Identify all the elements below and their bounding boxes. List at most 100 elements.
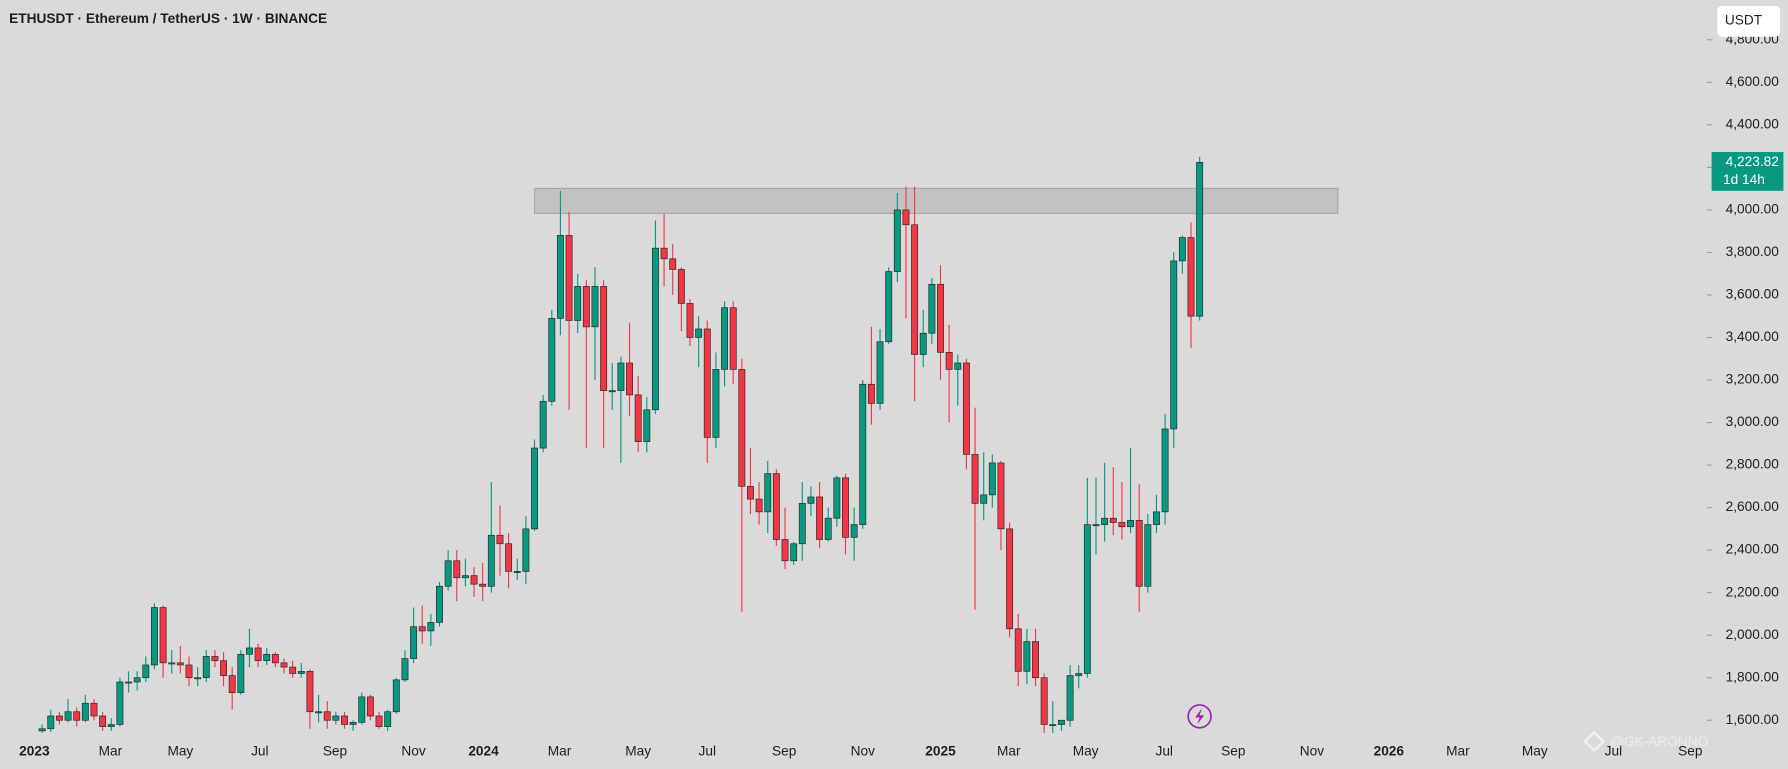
x-tick-label: May: [1073, 743, 1099, 758]
candle-body: [1006, 528, 1014, 630]
last-price-label: 4,223.82: [1726, 154, 1779, 169]
candle-body: [263, 653, 271, 662]
x-tick-label: Nov: [401, 743, 425, 758]
candle-body: [1109, 517, 1117, 523]
y-tick-label: 4,400.00: [1726, 116, 1780, 131]
plot-area: [38, 156, 1339, 734]
candle-body: [651, 247, 659, 411]
candle-body: [1066, 675, 1074, 721]
candle-body: [703, 328, 711, 438]
currency-label[interactable]: USDT: [1725, 12, 1763, 27]
candle-body: [850, 524, 858, 538]
candle-body: [772, 473, 780, 540]
event-icon[interactable]: [1187, 704, 1212, 729]
candle-body: [1049, 724, 1057, 726]
candle-body: [1178, 237, 1186, 262]
x-tick-label: Mar: [997, 743, 1021, 758]
candle-body: [833, 477, 841, 519]
candle-body: [479, 583, 487, 587]
candle-body: [220, 660, 228, 676]
candle-body: [764, 473, 772, 513]
candle-body: [73, 711, 81, 721]
candle-body: [669, 258, 677, 270]
x-tick-label: Mar: [99, 743, 123, 758]
y-tick-label: 3,800.00: [1726, 244, 1780, 259]
candle-body: [798, 503, 806, 545]
x-tick-label: Jul: [251, 743, 268, 758]
y-tick-label: 3,600.00: [1726, 287, 1780, 302]
y-tick-label: 4,000.00: [1726, 201, 1780, 216]
candle-body: [453, 560, 461, 579]
candle-body: [1196, 161, 1204, 317]
currency-button[interactable]: [1717, 5, 1781, 37]
axes: 1,600.00 1,800.00 2,000.00 2,200.00 2,400.00…: [19, 31, 1784, 758]
y-tick-label: 4,600.00: [1726, 74, 1780, 89]
candle-body: [971, 454, 979, 504]
x-tick-label: May: [1522, 743, 1548, 758]
candle-body: [548, 317, 556, 402]
resistance-zone: [533, 187, 1339, 215]
candle-body: [280, 662, 288, 668]
candle-body: [729, 307, 737, 370]
candle-body: [885, 271, 893, 343]
candle-body: [617, 362, 625, 391]
x-tick-label: 2025: [925, 743, 956, 758]
candle-body: [876, 341, 884, 404]
candle-body: [254, 647, 262, 662]
candle-body: [168, 662, 176, 665]
x-tick-label: May: [167, 743, 193, 758]
candle-body: [1040, 677, 1048, 725]
x-tick-label: Sep: [1678, 743, 1703, 758]
candle-body: [859, 383, 867, 525]
candle-body: [919, 332, 927, 355]
candle-body: [781, 539, 789, 562]
candle-body: [660, 247, 668, 260]
candle-body: [90, 702, 98, 717]
candle-body: [116, 681, 124, 725]
candle-body: [99, 715, 107, 727]
candle-body: [366, 696, 374, 717]
candle-body: [608, 390, 616, 393]
y-tick-label: 1,600.00: [1726, 712, 1780, 727]
candle-body: [755, 498, 763, 513]
candle-body: [582, 286, 590, 328]
candle-body: [1092, 524, 1100, 527]
candle-body: [297, 670, 305, 674]
x-tick-label: May: [625, 743, 651, 758]
candle-body: [712, 369, 720, 438]
candle-body: [38, 728, 46, 732]
candle-body: [634, 394, 642, 443]
candle-body: [470, 575, 478, 585]
watermark-logo: [1583, 730, 1605, 753]
x-tick-label: 2023: [19, 743, 50, 758]
candle-body: [677, 269, 685, 304]
x-tick-label: Sep: [772, 743, 797, 758]
x-tick-label: Jul: [1155, 743, 1172, 758]
candle-body: [211, 656, 219, 662]
candle-body: [505, 543, 513, 572]
x-tick-label: Mar: [1446, 743, 1470, 758]
candle-body: [289, 666, 297, 674]
candle-body: [531, 447, 538, 530]
y-tick-label: 2,400.00: [1726, 542, 1780, 557]
candle-body: [816, 496, 824, 540]
x-tick-label: Sep: [323, 743, 348, 758]
candle-body: [237, 653, 245, 693]
candle-body: [556, 235, 564, 319]
candle-body: [392, 679, 400, 713]
x-tick-label: Nov: [1300, 743, 1324, 758]
candle-body: [902, 209, 910, 226]
x-tick-label: Jul: [699, 743, 716, 758]
candle-body: [980, 494, 988, 504]
candle-body: [1153, 511, 1160, 525]
y-tick-label: 1,800.00: [1726, 669, 1780, 684]
candle-body: [643, 409, 651, 443]
candle-body: [306, 670, 314, 713]
candle-body: [790, 543, 798, 562]
candle-body: [271, 653, 279, 664]
countdown-label: 1d 14h: [1723, 172, 1765, 187]
candle-body: [988, 462, 996, 496]
event-bolt: [1195, 708, 1205, 725]
candle-body: [55, 715, 63, 721]
